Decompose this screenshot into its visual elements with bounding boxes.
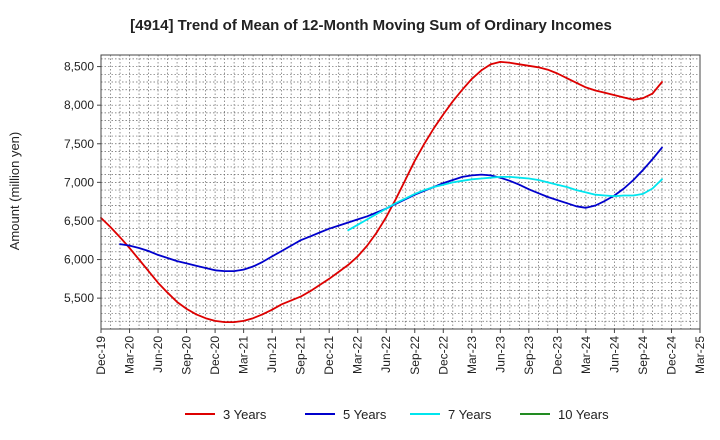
y-tick-label: 8,500 bbox=[64, 60, 94, 74]
y-axis-label: Amount (million yen) bbox=[7, 132, 22, 251]
x-tick-label: Jun-20 bbox=[151, 336, 165, 373]
x-tick-label: Mar-23 bbox=[465, 336, 479, 374]
x-tick-label: Dec-21 bbox=[322, 336, 336, 375]
x-tick-label: Dec-22 bbox=[436, 336, 450, 375]
x-tick-label: Mar-22 bbox=[351, 336, 365, 374]
x-axis-ticks: Dec-19 Mar-20 Jun-20 Sep-20 Dec-20 Mar-21 Jun-… bbox=[94, 329, 707, 375]
chart-title: [4914] Trend of Mean of 12-Month Moving … bbox=[130, 17, 612, 34]
grid bbox=[101, 55, 700, 330]
legend-label: 7 Years bbox=[448, 407, 492, 422]
x-tick-label: Sep-21 bbox=[294, 336, 308, 375]
x-tick-label: Jun-22 bbox=[379, 336, 393, 373]
plot-area bbox=[100, 54, 701, 330]
y-tick-label: 7,000 bbox=[64, 175, 94, 189]
x-tick-label: Jun-21 bbox=[265, 336, 279, 373]
x-tick-label: Dec-20 bbox=[208, 336, 222, 375]
y-tick-label: 8,000 bbox=[64, 98, 94, 112]
x-tick-label: Dec-24 bbox=[664, 336, 678, 375]
y-axis-ticks: 5,500 6,000 6,500 7,000 7,500 8,000 8,500 bbox=[64, 60, 101, 305]
legend: 3 Years 5 Years 7 Years 10 Years bbox=[185, 407, 609, 422]
legend-label: 5 Years bbox=[343, 407, 387, 422]
x-tick-label: Sep-22 bbox=[408, 336, 422, 375]
x-tick-label: Jun-23 bbox=[493, 336, 507, 373]
y-tick-label: 6,000 bbox=[64, 253, 94, 267]
y-tick-label: 7,500 bbox=[64, 137, 94, 151]
x-tick-label: Mar-25 bbox=[693, 336, 707, 374]
x-tick-label: Mar-21 bbox=[237, 336, 251, 374]
x-tick-label: Mar-20 bbox=[123, 336, 137, 374]
x-tick-label: Sep-24 bbox=[636, 336, 650, 375]
x-tick-label: Mar-24 bbox=[579, 336, 593, 374]
x-tick-label: Dec-23 bbox=[550, 336, 564, 375]
x-tick-label: Dec-19 bbox=[94, 336, 108, 375]
y-tick-label: 5,500 bbox=[64, 291, 94, 305]
x-tick-label: Sep-20 bbox=[180, 336, 194, 375]
legend-label: 3 Years bbox=[223, 407, 267, 422]
y-tick-label: 6,500 bbox=[64, 214, 94, 228]
x-tick-label: Jun-24 bbox=[607, 336, 621, 373]
series-line-7-years bbox=[347, 175, 663, 232]
x-tick-label: Sep-23 bbox=[522, 336, 536, 375]
legend-label: 10 Years bbox=[558, 407, 609, 422]
series-group bbox=[100, 61, 663, 324]
series-line-3-years bbox=[100, 61, 663, 324]
